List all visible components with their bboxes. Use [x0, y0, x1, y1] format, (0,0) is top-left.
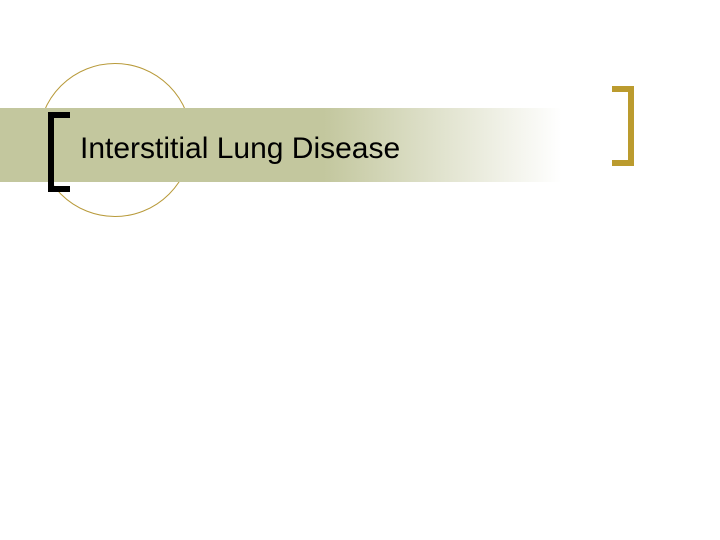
right-bracket-icon — [612, 86, 634, 166]
slide-container: Interstitial Lung Disease — [0, 0, 720, 540]
left-bracket-icon — [48, 112, 70, 192]
slide-title: Interstitial Lung Disease — [80, 132, 400, 166]
